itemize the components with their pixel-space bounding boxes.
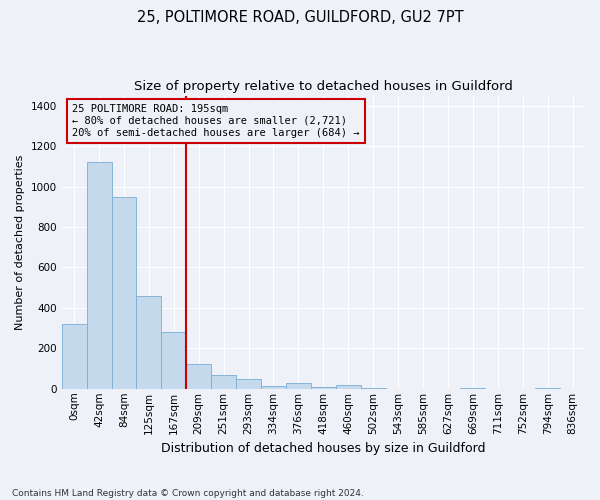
Bar (261, 386, 286, 389)
Bar (62, 324, 86, 389)
Bar (136, 296, 161, 389)
Bar (460, 388, 485, 389)
Bar (236, 378, 261, 389)
Text: 25 POLTIMORE ROAD: 195sqm
← 80% of detached houses are smaller (2,721)
20% of se: 25 POLTIMORE ROAD: 195sqm ← 80% of detac… (72, 104, 359, 138)
Title: Size of property relative to detached houses in Guildford: Size of property relative to detached ho… (134, 80, 513, 93)
Bar (112, 196, 136, 389)
Bar (186, 364, 211, 389)
Text: 25, POLTIMORE ROAD, GUILDFORD, GU2 7PT: 25, POLTIMORE ROAD, GUILDFORD, GU2 7PT (137, 10, 463, 25)
Bar (311, 387, 336, 389)
Bar (286, 382, 311, 389)
Bar (86, 162, 112, 389)
Text: Contains HM Land Registry data © Crown copyright and database right 2024.: Contains HM Land Registry data © Crown c… (12, 488, 364, 498)
Bar (336, 384, 361, 389)
Bar (211, 374, 236, 389)
X-axis label: Distribution of detached houses by size in Guildford: Distribution of detached houses by size … (161, 442, 485, 455)
Y-axis label: Number of detached properties: Number of detached properties (15, 154, 25, 330)
Bar (361, 388, 386, 389)
Bar (161, 332, 186, 389)
Bar (535, 388, 560, 389)
